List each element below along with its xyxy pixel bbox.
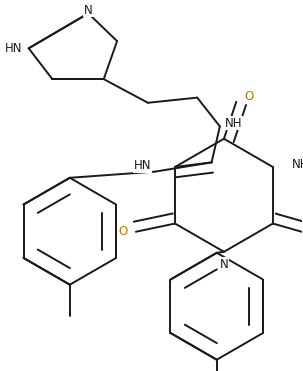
Text: NH: NH xyxy=(291,158,303,171)
Text: N: N xyxy=(220,258,228,271)
Text: HN: HN xyxy=(134,159,151,172)
Text: N: N xyxy=(84,4,93,17)
Text: O: O xyxy=(118,225,128,238)
Text: O: O xyxy=(245,90,254,103)
Text: NH: NH xyxy=(225,117,242,130)
Text: HN: HN xyxy=(5,42,22,55)
